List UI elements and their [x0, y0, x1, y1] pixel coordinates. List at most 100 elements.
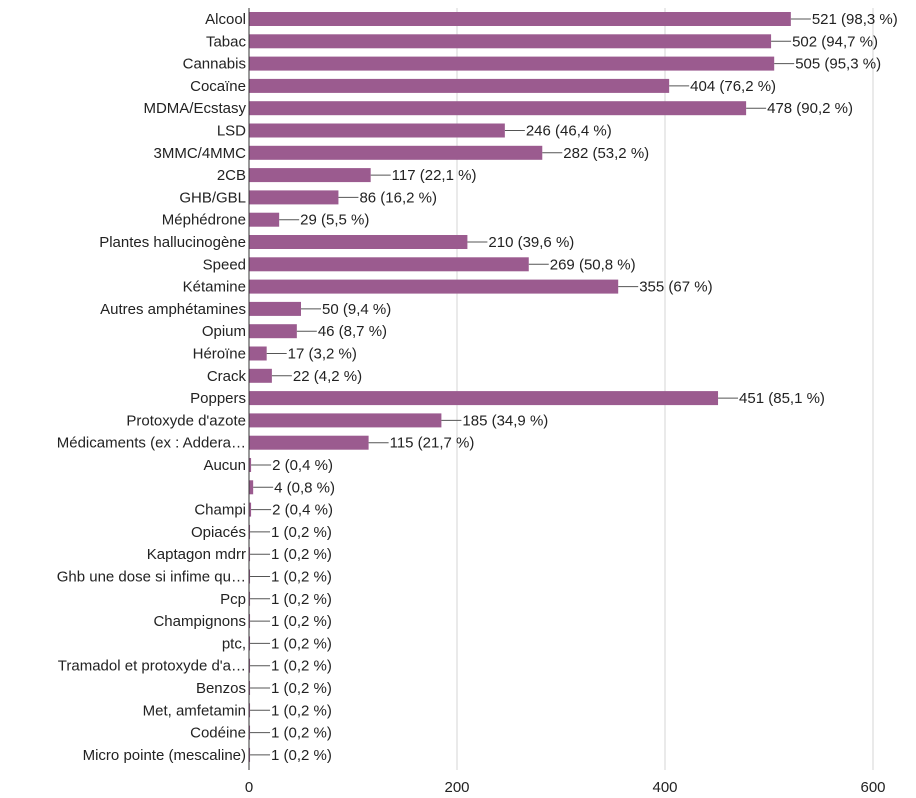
- bar: [249, 145, 543, 160]
- bar: [249, 658, 251, 673]
- value-label: 22 (4,2 %): [293, 368, 362, 385]
- value-label: 210 (39,6 %): [488, 234, 574, 251]
- bar: [249, 636, 251, 651]
- value-label: 1 (0,2 %): [271, 658, 332, 675]
- value-label: 115 (21,7 %): [390, 435, 475, 452]
- value-label: 117 (22,1 %): [392, 167, 477, 184]
- value-label: 185 (34,9 %): [462, 412, 548, 429]
- value-label: 2 (0,4 %): [272, 502, 333, 519]
- bar: [249, 458, 252, 472]
- category-label: Champignons: [153, 613, 246, 630]
- category-label: Plantes hallucinogène: [99, 234, 246, 251]
- bar: [249, 257, 529, 272]
- bar: [249, 681, 251, 695]
- value-label: 1 (0,2 %): [271, 613, 332, 630]
- value-labels: 521 (98,3 %) 502 (94,7 %) 505 (95,3 %) 404 …: [271, 11, 898, 764]
- bar: [249, 502, 252, 517]
- value-label: 521 (98,3 %): [812, 11, 898, 28]
- x-tick-label: 600: [860, 779, 885, 796]
- bar: [249, 569, 251, 584]
- bar: [249, 703, 251, 718]
- value-label: 1 (0,2 %): [271, 569, 332, 586]
- category-label: Protoxyde d'azote: [126, 412, 246, 429]
- bar: [249, 101, 747, 116]
- x-axis-tick-labels: 0 200 400 600: [245, 779, 886, 796]
- value-label: 1 (0,2 %): [271, 546, 332, 563]
- category-label: Champi: [194, 502, 246, 519]
- category-label: MDMA/Ecstasy: [143, 100, 246, 117]
- grid-lines: [456, 8, 874, 770]
- bar: [249, 34, 772, 49]
- bar: [249, 190, 339, 205]
- bar: [249, 480, 254, 495]
- category-label: Tramadol et protoxyde d'a…: [58, 658, 246, 675]
- category-label: Crack: [207, 368, 247, 385]
- category-label: Met, amfetamin: [143, 702, 246, 719]
- category-label: 2CB: [217, 167, 246, 184]
- value-label: 505 (95,3 %): [795, 56, 881, 73]
- value-label: 1 (0,2 %): [271, 747, 332, 764]
- value-label: 50 (9,4 %): [322, 301, 391, 318]
- bar: [249, 56, 775, 71]
- bar: [249, 301, 301, 316]
- value-label: 502 (94,7 %): [792, 33, 878, 50]
- bar: [249, 591, 251, 606]
- value-label: 355 (67 %): [639, 279, 712, 296]
- value-label: 1 (0,2 %): [271, 702, 332, 719]
- category-label: Benzos: [196, 680, 246, 697]
- bar: [249, 324, 297, 339]
- category-label: Cannabis: [183, 56, 246, 73]
- category-label: Opium: [202, 323, 246, 340]
- bar: [249, 524, 251, 539]
- category-label: Tabac: [206, 33, 247, 50]
- value-label: 1 (0,2 %): [271, 725, 332, 742]
- bars-group: [249, 12, 791, 762]
- category-label: Alcool: [205, 11, 246, 28]
- category-label: LSD: [217, 123, 246, 140]
- value-label: 86 (16,2 %): [359, 189, 437, 206]
- value-label: 46 (8,7 %): [318, 323, 387, 340]
- value-label: 404 (76,2 %): [690, 78, 776, 95]
- x-tick-label: 200: [444, 779, 469, 796]
- category-label: Médicaments (ex : Addera…: [57, 435, 246, 452]
- category-label: 3MMC/4MMC: [154, 145, 247, 162]
- value-label: 1 (0,2 %): [271, 680, 332, 697]
- category-label: GHB/GBL: [179, 189, 246, 206]
- bar: [249, 235, 468, 249]
- bar: [249, 168, 371, 183]
- category-label: Poppers: [190, 390, 246, 407]
- value-label: 1 (0,2 %): [271, 524, 332, 541]
- x-tick-label: 0: [245, 779, 253, 796]
- category-label: Kaptagon mdrr: [147, 546, 246, 563]
- bar: [249, 391, 719, 406]
- category-label: Codéine: [190, 725, 246, 742]
- bar: [249, 78, 670, 93]
- bar: [249, 368, 272, 383]
- value-label: 29 (5,5 %): [300, 212, 369, 229]
- bar: [249, 547, 251, 562]
- category-label: Micro pointe (mescaline): [83, 747, 246, 764]
- bar: [249, 614, 251, 629]
- category-label: Cocaïne: [190, 78, 246, 95]
- value-label: 4 (0,8 %): [274, 479, 335, 496]
- value-label: 282 (53,2 %): [563, 145, 649, 162]
- value-leader-lines: [250, 18, 811, 756]
- bar: [249, 413, 442, 428]
- category-label: Opiacés: [191, 524, 246, 541]
- value-label: 2 (0,4 %): [272, 457, 333, 474]
- category-label: ptc,: [222, 635, 246, 652]
- bar: [249, 123, 505, 138]
- bar: [249, 725, 251, 740]
- value-label: 1 (0,2 %): [271, 635, 332, 652]
- category-label: Aucun: [203, 457, 246, 474]
- category-label: Méphédrone: [162, 212, 246, 229]
- value-label: 451 (85,1 %): [739, 390, 825, 407]
- value-label: 246 (46,4 %): [526, 123, 612, 140]
- category-label: Autres amphétamines: [100, 301, 246, 318]
- category-label: Speed: [203, 256, 246, 273]
- category-labels: Alcool Tabac Cannabis Cocaïne MDMA/Ecstasy LS…: [57, 11, 247, 764]
- x-tick-label: 400: [652, 779, 677, 796]
- value-label: 478 (90,2 %): [767, 100, 853, 117]
- bar: [249, 435, 369, 450]
